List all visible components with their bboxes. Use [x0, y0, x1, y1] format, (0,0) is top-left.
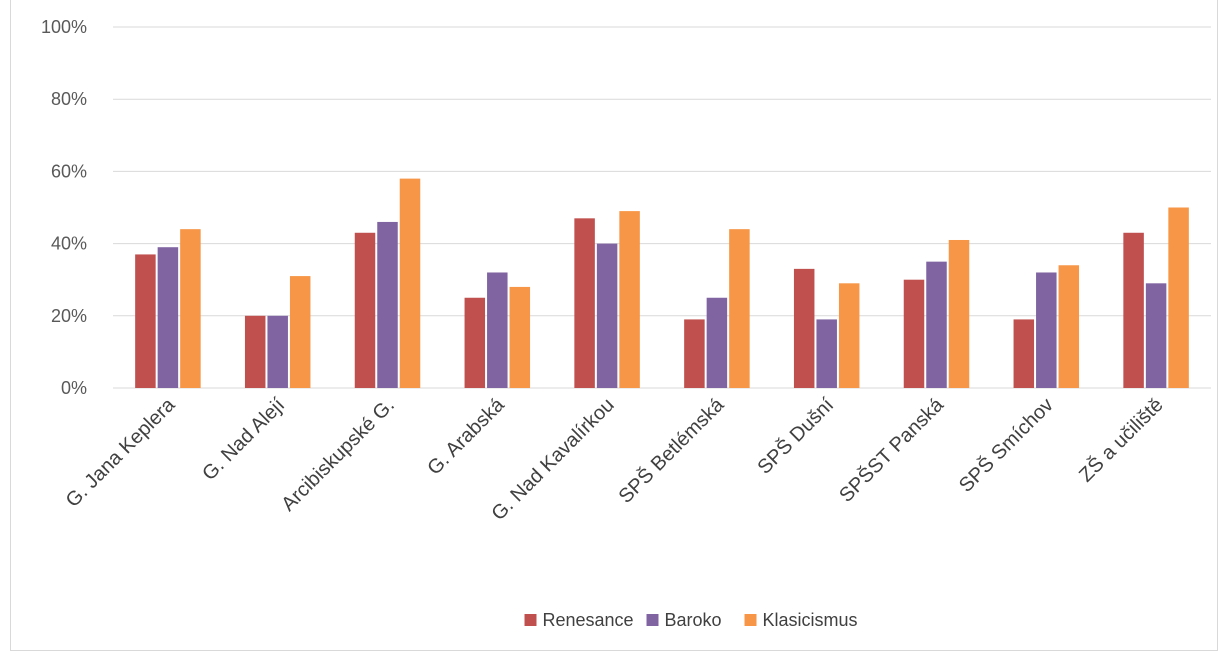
- bars: [135, 178, 1189, 388]
- bar-klasicismus: [180, 229, 201, 388]
- bar-klasicismus: [619, 211, 640, 388]
- bar-renesance: [244, 315, 266, 388]
- legend: Renesance Baroko Klasicismus: [524, 610, 858, 630]
- y-tick-label: 80%: [51, 89, 87, 109]
- bar-baroko: [706, 297, 728, 388]
- legend-label: Klasicismus: [763, 610, 858, 630]
- bar-renesance: [354, 232, 376, 388]
- x-axis-labels: G. Jana Keplera G. Nad AlejíArcibiskupské…: [62, 393, 1168, 525]
- bar-klasicismus: [1058, 265, 1080, 388]
- x-tick-label: SPŠST Panská: [835, 393, 949, 507]
- y-tick-label: 0%: [61, 378, 87, 398]
- bar-renesance: [1123, 232, 1144, 388]
- bar-renesance: [684, 319, 705, 388]
- x-tick-label: SPŠ Smíchov: [954, 393, 1058, 497]
- legend-swatch: [744, 614, 757, 626]
- bar-baroko: [816, 319, 837, 388]
- x-tick-label: SPŠ Betlémská: [614, 393, 729, 508]
- y-tick-label: 20%: [51, 306, 87, 326]
- bar-baroko: [157, 247, 179, 388]
- legend-label: Baroko: [665, 610, 722, 630]
- bar-renesance: [574, 218, 595, 388]
- bar-renesance: [903, 279, 925, 388]
- bar-chart: 0%20%40%60%80%100% G. Jana Keplera G. Nad…: [41, 17, 1211, 630]
- x-tick-label: SPŠ Dušní: [753, 393, 839, 479]
- legend-item: Klasicismus: [744, 610, 858, 630]
- bar-baroko: [267, 315, 288, 388]
- x-tick-label: ZŠ a učiliště: [1074, 393, 1167, 486]
- x-tick-label: Arcibiskupské G.: [277, 394, 399, 516]
- legend-swatch: [646, 614, 659, 626]
- legend-label: Renesance: [543, 610, 634, 630]
- bar-baroko: [926, 261, 947, 388]
- bar-baroko: [596, 243, 618, 388]
- bar-renesance: [464, 297, 486, 388]
- legend-item: Renesance: [524, 610, 634, 630]
- bar-klasicismus: [509, 286, 531, 388]
- bar-klasicismus: [1168, 207, 1189, 388]
- bar-klasicismus: [729, 229, 750, 388]
- legend-item: Baroko: [646, 610, 722, 630]
- bar-baroko: [377, 221, 398, 388]
- bar-baroko: [1145, 283, 1167, 388]
- bar-klasicismus: [289, 276, 311, 388]
- x-tick-label: G. Jana Keplera: [62, 393, 180, 511]
- legend-swatch: [524, 614, 537, 626]
- chart-frame: 0% 20% 40% 60% 80% 100% G. Jana Keplera G. Nad…: [10, 0, 1218, 651]
- bar-baroko: [1036, 272, 1057, 388]
- bar-renesance: [793, 268, 815, 388]
- bar-klasicismus: [948, 239, 970, 388]
- x-tick-label: G. Nad Alejí: [198, 394, 289, 485]
- bar-klasicismus: [399, 178, 421, 388]
- x-tick-label: G. Nad Kavalírkou: [488, 394, 619, 525]
- y-tick-label: 60%: [51, 161, 87, 181]
- y-tick-label: 100%: [41, 17, 87, 37]
- x-tick-label: G. Arabská: [423, 393, 509, 479]
- bar-renesance: [1013, 319, 1035, 388]
- bar-klasicismus: [838, 283, 860, 388]
- bar-renesance: [135, 254, 156, 388]
- bar-baroko: [487, 272, 508, 388]
- y-tick-label: 40%: [51, 234, 87, 254]
- y-axis-ticks: 0% 20% 40% 60% 80% 100%: [41, 17, 87, 398]
